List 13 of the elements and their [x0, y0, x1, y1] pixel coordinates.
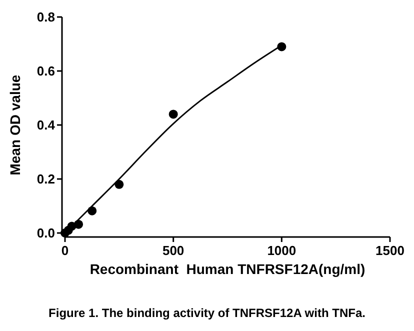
x-tick-label: 1500 [376, 243, 404, 258]
y-tick-label: 0.0 [36, 226, 55, 241]
y-tick-label: 0.6 [36, 64, 55, 79]
x-axis-title: Recombinant Human TNFRSF12A(ng/ml) [90, 261, 366, 277]
x-tick-label: 1000 [267, 243, 296, 258]
y-tick-label: 0.4 [36, 118, 56, 133]
x-tick-label: 0 [61, 243, 69, 258]
point [168, 110, 178, 119]
y-axis-title: Mean OD value [7, 74, 23, 176]
x-tick-label: 500 [162, 243, 184, 258]
y-tick-label: 0.8 [36, 10, 55, 25]
caption: Figure 1. The binding activity of TNFRSF12A with TNFa. [48, 306, 366, 320]
y-tick-label: 0.2 [36, 172, 55, 187]
